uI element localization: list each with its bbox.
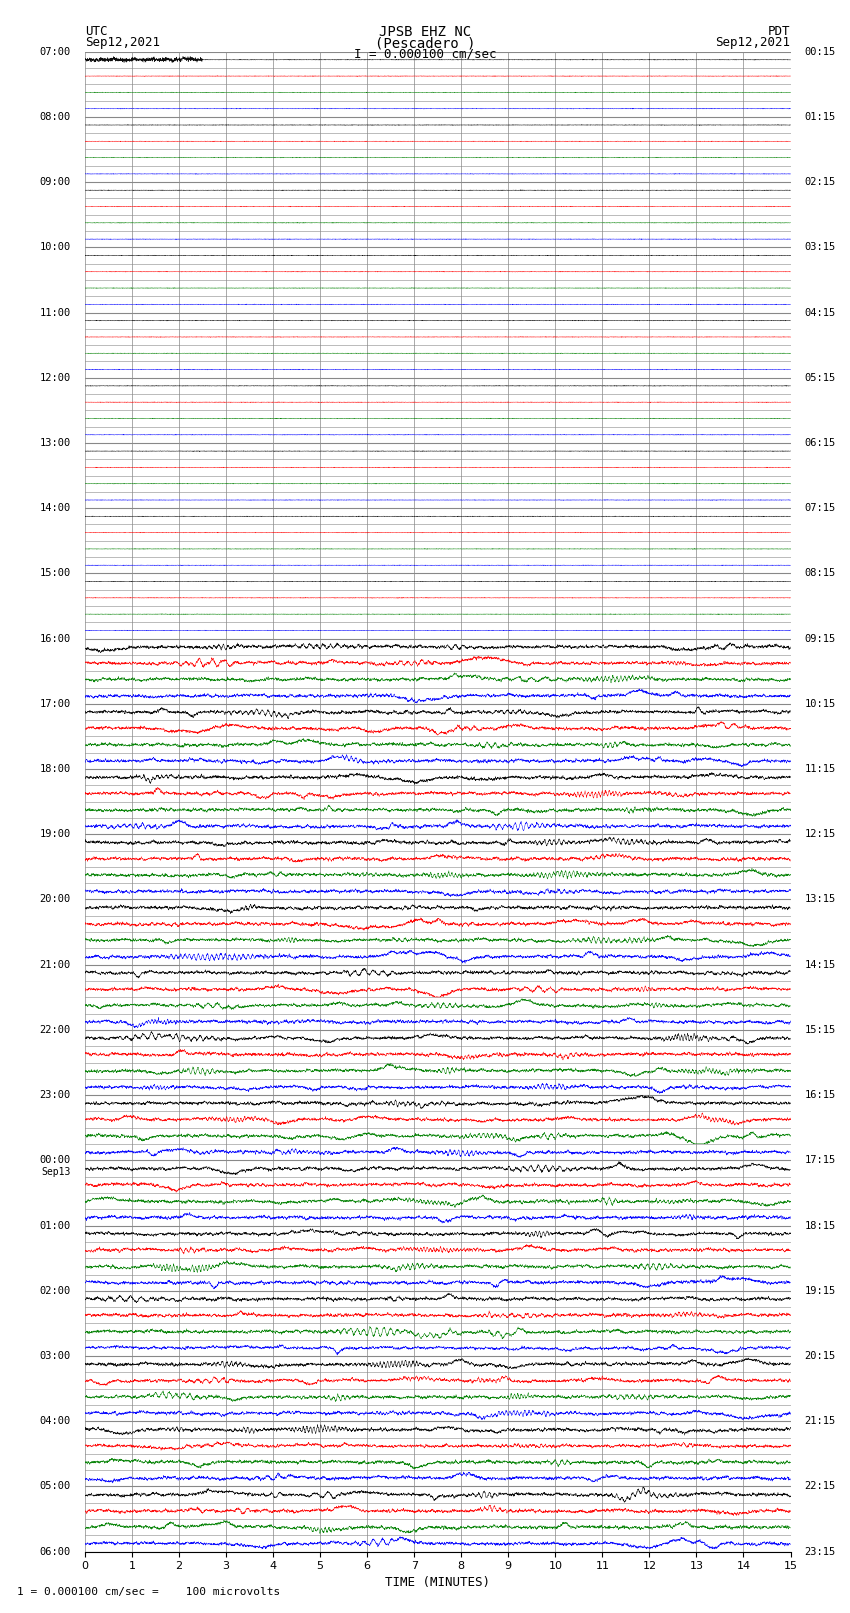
Text: 11:00: 11:00 <box>40 308 71 318</box>
X-axis label: TIME (MINUTES): TIME (MINUTES) <box>385 1576 490 1589</box>
Text: 22:15: 22:15 <box>805 1481 836 1492</box>
Text: 04:15: 04:15 <box>805 308 836 318</box>
Text: 19:15: 19:15 <box>805 1286 836 1295</box>
Text: 21:15: 21:15 <box>805 1416 836 1426</box>
Text: 06:15: 06:15 <box>805 439 836 448</box>
Text: Sep12,2021: Sep12,2021 <box>85 37 160 50</box>
Text: 10:15: 10:15 <box>805 698 836 708</box>
Text: 02:00: 02:00 <box>40 1286 71 1295</box>
Text: 06:00: 06:00 <box>40 1547 71 1557</box>
Text: (Pescadero ): (Pescadero ) <box>375 37 475 50</box>
Text: 04:00: 04:00 <box>40 1416 71 1426</box>
Text: 19:00: 19:00 <box>40 829 71 839</box>
Text: 22:00: 22:00 <box>40 1024 71 1036</box>
Text: 20:15: 20:15 <box>805 1352 836 1361</box>
Text: 18:00: 18:00 <box>40 765 71 774</box>
Text: UTC: UTC <box>85 24 107 39</box>
Text: 12:00: 12:00 <box>40 373 71 382</box>
Text: 05:15: 05:15 <box>805 373 836 382</box>
Text: 20:00: 20:00 <box>40 895 71 905</box>
Text: 01:15: 01:15 <box>805 111 836 123</box>
Text: 18:15: 18:15 <box>805 1221 836 1231</box>
Text: 21:00: 21:00 <box>40 960 71 969</box>
Text: 1 = 0.000100 cm/sec =    100 microvolts: 1 = 0.000100 cm/sec = 100 microvolts <box>17 1587 280 1597</box>
Text: 13:15: 13:15 <box>805 895 836 905</box>
Text: 17:00: 17:00 <box>40 698 71 708</box>
Text: Sep13: Sep13 <box>42 1166 71 1177</box>
Text: 13:00: 13:00 <box>40 439 71 448</box>
Text: 07:00: 07:00 <box>40 47 71 56</box>
Text: 02:15: 02:15 <box>805 177 836 187</box>
Text: 03:15: 03:15 <box>805 242 836 252</box>
Text: 05:00: 05:00 <box>40 1481 71 1492</box>
Text: 10:00: 10:00 <box>40 242 71 252</box>
Text: 09:15: 09:15 <box>805 634 836 644</box>
Text: 08:15: 08:15 <box>805 568 836 579</box>
Text: 14:15: 14:15 <box>805 960 836 969</box>
Text: Sep12,2021: Sep12,2021 <box>716 37 790 50</box>
Text: 01:00: 01:00 <box>40 1221 71 1231</box>
Text: 00:15: 00:15 <box>805 47 836 56</box>
Text: 00:00: 00:00 <box>40 1155 71 1165</box>
Text: 23:15: 23:15 <box>805 1547 836 1557</box>
Text: 12:15: 12:15 <box>805 829 836 839</box>
Text: 16:00: 16:00 <box>40 634 71 644</box>
Text: 16:15: 16:15 <box>805 1090 836 1100</box>
Text: 08:00: 08:00 <box>40 111 71 123</box>
Text: JPSB EHZ NC: JPSB EHZ NC <box>379 24 471 39</box>
Text: 14:00: 14:00 <box>40 503 71 513</box>
Text: 07:15: 07:15 <box>805 503 836 513</box>
Text: 23:00: 23:00 <box>40 1090 71 1100</box>
Text: PDT: PDT <box>768 24 790 39</box>
Text: 11:15: 11:15 <box>805 765 836 774</box>
Text: 15:00: 15:00 <box>40 568 71 579</box>
Text: 15:15: 15:15 <box>805 1024 836 1036</box>
Text: 03:00: 03:00 <box>40 1352 71 1361</box>
Text: 17:15: 17:15 <box>805 1155 836 1165</box>
Text: 09:00: 09:00 <box>40 177 71 187</box>
Text: I = 0.000100 cm/sec: I = 0.000100 cm/sec <box>354 47 496 61</box>
